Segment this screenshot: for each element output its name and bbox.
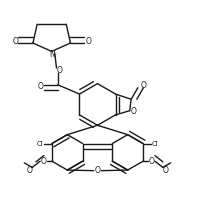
Text: Cl: Cl — [152, 141, 158, 146]
Text: O: O — [12, 37, 18, 46]
Text: N: N — [49, 50, 55, 59]
Text: O: O — [27, 166, 33, 175]
Text: O: O — [85, 37, 91, 46]
Text: O: O — [38, 82, 43, 91]
Text: O: O — [149, 157, 154, 166]
Text: O: O — [130, 107, 136, 116]
Text: O: O — [56, 66, 62, 75]
Text: O: O — [162, 166, 168, 175]
Text: O: O — [140, 81, 146, 90]
Text: Cl: Cl — [37, 141, 43, 146]
Text: O: O — [95, 166, 101, 175]
Text: O: O — [40, 157, 46, 166]
